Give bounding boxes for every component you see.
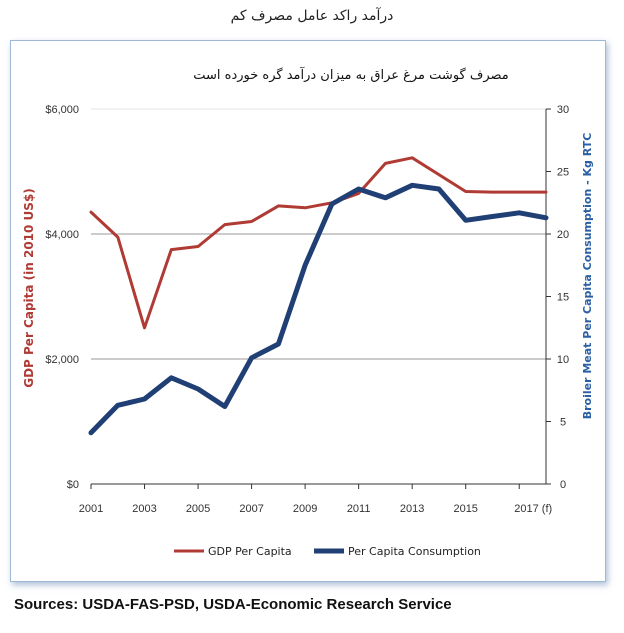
axis-ticks: $0 $2,000 $4,000 $6,000 0 5 10 15 20 25 30 2001 2003… [45,104,569,515]
y-axis-label-left: GDP Per Capita (in 2010 US$) [22,188,36,388]
series-layer [88,156,549,436]
gdp-per-capita-line [89,156,548,330]
sources-note: Sources: USDA-FAS-PSD, USDA-Economic Res… [14,596,452,613]
y-tick-label-right: 25 [557,167,569,179]
legend-label-gdp: GDP Per Capita [208,545,292,558]
x-tick-label: 2007 [239,503,263,515]
x-tick-label: 2015 [453,503,477,515]
y-axis-label-right: Broiler Meat Per Capita Consumption - Kg… [581,133,594,420]
chart-frame: مصرف گوشت مرغ عراق به میزان درآمد گره خو… [10,40,606,582]
x-tick-label: 2001 [79,503,103,515]
chart-title: مصرف گوشت مرغ عراق به میزان درآمد گره خو… [193,66,509,83]
x-tick-label: 2009 [293,503,317,515]
y-tick-label-right: 0 [560,479,566,491]
x-tick-label: 2011 [347,503,371,515]
legend: GDP Per Capita Per Capita Consumption [174,545,481,558]
y-tick-label-left: $4,000 [45,229,79,241]
legend-label-consumption: Per Capita Consumption [348,545,481,558]
y-tick-label-right: 5 [560,417,566,429]
x-tick-label: 2003 [132,503,156,515]
x-tick-label: 2017 (f) [514,503,552,515]
per-capita-consumption-line [88,182,549,436]
x-tick-label: 2013 [400,503,424,515]
y-tick-label-right: 20 [557,229,569,241]
x-tick-label: 2005 [186,503,210,515]
y-tick-label-right: 15 [557,292,569,304]
page-caption: درآمد راکد عامل مصرف کم [230,8,394,24]
chart-svg: مصرف گوشت مرغ عراق به میزان درآمد گره خو… [22,66,594,558]
y-tick-label-left: $2,000 [45,354,79,366]
y-tick-label-left: $6,000 [45,104,79,116]
y-tick-label-left: $0 [67,479,79,491]
gridlines [91,108,547,485]
y-tick-label-right: 10 [557,354,569,366]
y-tick-label-right: 30 [557,104,569,116]
